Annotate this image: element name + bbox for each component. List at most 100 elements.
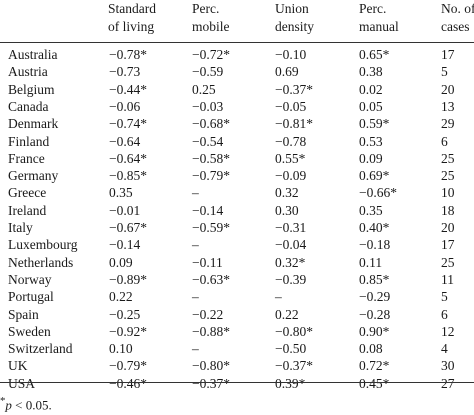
no-of-cases-cell: 27	[441, 375, 455, 391]
header-no-of-cases: No. of cases	[441, 1, 474, 34]
union-density-cell: −0.80*	[275, 323, 313, 339]
perc-manual-cell: 0.59*	[359, 116, 390, 132]
table-row: Belgium −0.44* 0.25 −0.37* 0.02 20	[0, 81, 474, 98]
perc-manual-cell: 0.40*	[359, 220, 390, 235]
standard-of-living-cell: −0.92*	[109, 323, 147, 339]
no-of-cases-cell: 25	[441, 150, 455, 166]
standard-of-living-cell: −0.14	[109, 237, 141, 253]
perc-manual-cell: 0.11	[359, 254, 383, 270]
table-header: Standard of living Perc. mobile Union de…	[0, 0, 474, 40]
perc-manual-cell: 0.53	[359, 133, 383, 149]
no-of-cases-cell: 25	[441, 168, 455, 184]
perc-manual-cell: −0.28	[359, 306, 391, 322]
table-row: France −0.64* −0.58* 0.55* 0.09 25	[0, 150, 474, 167]
country-cell: Belgium	[8, 81, 55, 97]
standard-of-living-cell: −0.46*	[109, 375, 147, 391]
header-standard-of-living: Standard of living	[108, 1, 156, 34]
no-of-cases-cell: 20	[441, 220, 455, 235]
union-density-cell: −0.50	[275, 341, 307, 357]
table-row: Canada −0.06 −0.03 −0.05 0.05 13	[0, 98, 474, 115]
table-row: Ireland −0.01 −0.14 0.30 0.35 18	[0, 202, 474, 219]
table-row: Italy −0.67* −0.59* −0.31 0.40* 20	[0, 219, 474, 236]
country-cell: Italy	[8, 220, 33, 235]
union-density-cell: −0.05	[275, 98, 307, 114]
perc-mobile-cell: −0.54	[192, 133, 224, 149]
union-density-cell: −0.37*	[275, 358, 313, 374]
country-cell: Denmark	[8, 116, 59, 132]
country-cell: Sweden	[8, 323, 51, 339]
country-cell: France	[8, 150, 45, 166]
table-row: Finland −0.64 −0.54 −0.78 0.53 6	[0, 133, 474, 150]
footnote: *p < 0.05.	[0, 395, 52, 413]
perc-mobile-cell: –	[192, 341, 199, 357]
standard-of-living-cell: −0.01	[109, 202, 141, 218]
country-cell: Greece	[8, 185, 47, 201]
union-density-cell: –	[275, 289, 282, 305]
header-perc-manual: Perc. manual	[359, 1, 399, 34]
standard-of-living-cell: −0.64	[109, 133, 141, 149]
country-cell: Finland	[8, 133, 50, 149]
perc-manual-cell: 0.65*	[359, 47, 390, 62]
union-density-cell: −0.37*	[275, 81, 313, 97]
bottom-rule	[0, 382, 474, 383]
perc-mobile-cell: −0.80*	[192, 358, 230, 374]
perc-mobile-cell: −0.22	[192, 306, 224, 322]
table-row: Luxembourg −0.14 – −0.04 −0.18 17	[0, 236, 474, 253]
no-of-cases-cell: 25	[441, 254, 455, 270]
perc-manual-cell: −0.18	[359, 237, 391, 253]
standard-of-living-cell: 0.35	[109, 185, 133, 201]
perc-mobile-cell: −0.72*	[192, 47, 230, 62]
no-of-cases-cell: 6	[441, 306, 448, 322]
table-row: Austria −0.73 −0.59 0.69 0.38 5	[0, 63, 474, 80]
perc-manual-cell: 0.38	[359, 64, 383, 80]
country-cell: Canada	[8, 98, 49, 114]
standard-of-living-cell: −0.64*	[109, 150, 147, 166]
perc-manual-cell: −0.66*	[359, 185, 397, 201]
union-density-cell: 0.32*	[275, 254, 306, 270]
perc-mobile-cell: −0.03	[192, 98, 224, 114]
union-density-cell: −0.09	[275, 168, 307, 184]
union-density-cell: −0.31	[275, 220, 307, 235]
country-cell: Norway	[8, 271, 52, 287]
perc-manual-cell: 0.72*	[359, 358, 390, 374]
perc-manual-cell: −0.29	[359, 289, 391, 305]
perc-mobile-cell: –	[192, 289, 199, 305]
union-density-cell: 0.39*	[275, 375, 306, 391]
table-row: Germany −0.85* −0.79* −0.09 0.69* 25	[0, 167, 474, 184]
table-row: Sweden −0.92* −0.88* −0.80* 0.90* 12	[0, 323, 474, 340]
no-of-cases-cell: 30	[441, 358, 455, 374]
no-of-cases-cell: 17	[441, 237, 455, 253]
union-density-cell: −0.10	[275, 47, 307, 62]
standard-of-living-cell: −0.44*	[109, 81, 147, 97]
standard-of-living-cell: 0.10	[109, 341, 133, 357]
country-cell: USA	[8, 375, 36, 391]
header-union-density: Union density	[275, 1, 314, 34]
no-of-cases-cell: 4	[441, 341, 448, 357]
table-row: Spain −0.25 −0.22 0.22 −0.28 6	[0, 306, 474, 323]
perc-mobile-cell: −0.59*	[192, 220, 230, 235]
no-of-cases-cell: 12	[441, 323, 455, 339]
perc-manual-cell: 0.02	[359, 81, 383, 97]
perc-manual-cell: 0.69*	[359, 168, 390, 184]
country-cell: Luxembourg	[8, 237, 78, 253]
table-row: Greece 0.35 – 0.32 −0.66* 10	[0, 184, 474, 201]
table-row: USA −0.46* −0.37* 0.39* 0.45* 27	[0, 375, 474, 392]
no-of-cases-cell: 17	[441, 47, 455, 62]
union-density-cell: −0.04	[275, 237, 307, 253]
table-row: Netherlands 0.09 −0.11 0.32* 0.11 25	[0, 254, 474, 271]
union-density-cell: 0.30	[275, 202, 299, 218]
perc-manual-cell: 0.08	[359, 341, 383, 357]
perc-mobile-cell: –	[192, 185, 199, 201]
no-of-cases-cell: 13	[441, 98, 455, 114]
perc-mobile-cell: −0.79*	[192, 168, 230, 184]
country-cell: Switzerland	[8, 341, 73, 357]
standard-of-living-cell: 0.09	[109, 254, 133, 270]
standard-of-living-cell: −0.25	[109, 306, 141, 322]
perc-manual-cell: 0.90*	[359, 323, 390, 339]
perc-mobile-cell: −0.68*	[192, 116, 230, 132]
union-density-cell: 0.32	[275, 185, 299, 201]
perc-manual-cell: 0.85*	[359, 271, 390, 287]
table-row: Portugal 0.22 – – −0.29 5	[0, 288, 474, 305]
no-of-cases-cell: 5	[441, 289, 448, 305]
no-of-cases-cell: 5	[441, 64, 448, 80]
